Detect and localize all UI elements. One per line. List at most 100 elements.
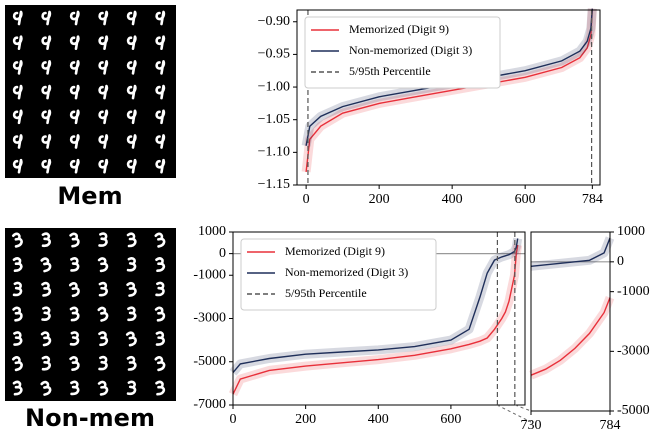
legend-label: Non-memorized (Digit 3)	[349, 43, 472, 57]
digit-image	[41, 109, 52, 125]
legend-box	[304, 16, 501, 89]
digit-image	[98, 84, 109, 100]
digit-image	[41, 158, 52, 174]
digit-image	[126, 158, 137, 174]
y-tick-label: −1.10	[258, 145, 290, 160]
digit-image	[155, 331, 165, 346]
digit-image	[155, 84, 166, 100]
digit-image	[154, 232, 166, 248]
digit-image	[154, 356, 166, 372]
x-tick-label: 200	[369, 192, 390, 207]
digit-image	[41, 232, 51, 248]
digit-image	[98, 232, 108, 247]
y-tick-label: -1000	[193, 267, 226, 282]
legend-label: Non-memorized (Digit 3)	[285, 265, 408, 279]
digit-image	[69, 60, 80, 75]
y-tick-label: -3000	[617, 344, 650, 359]
digit-image	[41, 10, 52, 26]
y-tick-label: -3000	[193, 311, 226, 326]
digit-image	[126, 60, 137, 75]
y-tick-label: -5000	[617, 403, 650, 418]
digit-image	[155, 257, 166, 273]
legend-label: 5/95th Percentile	[349, 64, 431, 78]
digit-image	[12, 134, 23, 149]
digit-image	[98, 281, 108, 297]
digit-image	[41, 355, 51, 371]
digit-image	[98, 10, 109, 26]
digit-image	[12, 158, 23, 174]
digit-image	[155, 281, 165, 297]
digit-image	[126, 232, 137, 248]
digit-image	[12, 10, 23, 26]
digit-grid	[5, 228, 176, 401]
y-tick-label: -1000	[617, 284, 650, 299]
y-tick-label: −0.95	[258, 47, 290, 62]
digit-image	[126, 134, 137, 149]
digit-image	[69, 109, 80, 125]
digit-image	[126, 84, 137, 100]
digit-image	[40, 331, 52, 347]
digit-image	[98, 109, 109, 125]
digit-image	[69, 84, 80, 100]
digit-image	[126, 109, 137, 125]
digit-image	[69, 35, 80, 51]
digit-image	[12, 35, 23, 51]
digit-image	[126, 35, 137, 51]
y-tick-label: 0	[219, 246, 226, 261]
digit-image	[97, 380, 109, 396]
digit-image	[40, 380, 52, 396]
digit-image	[126, 380, 137, 396]
digit-image	[12, 257, 23, 273]
x-tick-label: 400	[368, 412, 389, 427]
series-line	[530, 297, 611, 376]
digit-image	[98, 355, 108, 371]
series-line	[232, 238, 519, 374]
panel-label: Non-mem	[25, 404, 155, 432]
digit-image	[11, 356, 23, 372]
x-tick-label: 0	[230, 412, 237, 427]
legend-label: 5/95th Percentile	[285, 286, 367, 300]
digit-image	[13, 331, 23, 346]
x-tick-label: 200	[295, 412, 316, 427]
digit-image	[70, 257, 80, 272]
y-tick-label: 1000	[198, 224, 226, 239]
digit-image	[41, 60, 52, 75]
y-tick-label: −1.05	[258, 112, 290, 127]
digit-image	[98, 134, 109, 149]
y-tick-label: 1000	[617, 224, 645, 239]
y-tick-label: 0	[617, 254, 624, 269]
x-tick-label: 784	[600, 418, 621, 433]
digit-image	[41, 84, 52, 100]
digit-image	[69, 356, 80, 372]
legend-label: Memorized (Digit 9)	[349, 22, 449, 36]
digit-image	[12, 281, 23, 297]
digit-image	[126, 10, 137, 26]
y-tick-label: -5000	[193, 354, 226, 369]
digit-image	[69, 158, 80, 174]
x-tick-label: 784	[582, 192, 603, 207]
y-tick-label: -7000	[193, 397, 226, 412]
zoom-connector	[514, 404, 532, 412]
digit-image	[98, 158, 109, 174]
digit-image	[70, 380, 80, 396]
digit-image	[69, 331, 80, 346]
digit-image	[69, 10, 80, 26]
legend-box	[240, 238, 437, 311]
digit-image	[126, 257, 137, 272]
digit-image	[69, 232, 80, 248]
series-line	[530, 237, 611, 267]
digit-image	[41, 134, 52, 149]
digit-image	[126, 356, 137, 371]
digit-image	[127, 306, 137, 322]
x-tick-label: 400	[442, 192, 463, 207]
digit-image	[154, 306, 166, 322]
y-tick-label: −0.90	[258, 14, 290, 29]
x-tick-label: 730	[521, 418, 542, 433]
x-tick-label: 600	[440, 412, 461, 427]
y-tick-label: −1.00	[258, 79, 290, 94]
digit-image	[98, 35, 109, 51]
digit-image	[69, 134, 80, 149]
x-tick-label: 600	[515, 192, 536, 207]
digit-image	[41, 281, 52, 297]
